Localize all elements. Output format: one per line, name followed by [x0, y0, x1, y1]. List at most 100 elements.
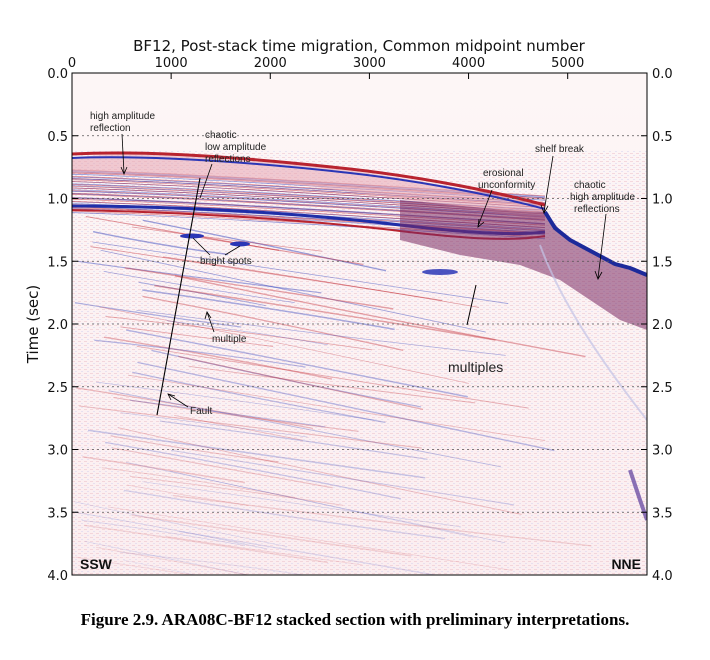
- annotation-chaotic-low-line2: low amplitude: [205, 142, 267, 153]
- annotation-chaotic-high-line3: reflections: [574, 204, 620, 215]
- reflector-line: [142, 219, 387, 272]
- x-tick-label: 4000: [452, 56, 485, 71]
- arrowhead-shelf-break: [540, 204, 549, 214]
- arrowhead-chaotic-high: [594, 270, 603, 280]
- y-tick-label-right: 0.5: [652, 130, 673, 145]
- annotation-fault: Fault: [190, 406, 212, 417]
- reflector-line: [77, 260, 322, 294]
- reflector-line: [127, 374, 546, 441]
- arrow-high-amplitude: [121, 133, 125, 174]
- y-tick-label-right: 2.0: [652, 318, 673, 333]
- arrow-shelf-break: [543, 155, 554, 213]
- minor-fault-line: [466, 284, 477, 326]
- reflector-line: [113, 396, 359, 432]
- annotation-multiples: multiples: [448, 359, 503, 375]
- figure-title: BF12, Post-stack time migration, Common …: [133, 37, 586, 55]
- reflector-line: [108, 390, 502, 468]
- reflector-line: [124, 267, 394, 310]
- x-tick-label: 0: [68, 56, 76, 71]
- y-tick-label-left: 4.0: [47, 569, 68, 584]
- reflector-line: [117, 427, 522, 515]
- reflector-line: [178, 355, 424, 411]
- x-tick-label: 2000: [254, 56, 287, 71]
- annotation-chaotic-low-line3: reflections: [205, 154, 251, 165]
- y-tick-label-right: 1.5: [652, 255, 673, 270]
- arrow-fault: [167, 393, 189, 408]
- arrow-chaotic-high: [597, 213, 607, 279]
- reflector-line: [151, 349, 422, 408]
- reflector-line: [131, 514, 412, 557]
- reflector-line: [123, 489, 446, 540]
- x-tick-label: 3000: [353, 56, 386, 71]
- annotation-chaotic-high-line1: chaotic: [574, 180, 606, 191]
- reflector-line: [174, 275, 586, 358]
- reflector-line: [92, 241, 509, 304]
- corner-label-right: NNE: [611, 556, 641, 572]
- arrow-chaotic-low: [199, 163, 213, 199]
- reflector-line: [178, 530, 439, 575]
- annotation-chaotic-high-line2: high amplitude: [570, 192, 635, 203]
- slope-seafloor: [543, 210, 647, 277]
- arrowhead-multiple: [204, 311, 212, 320]
- seafloor-reflector-negative: [72, 156, 546, 210]
- reflector-line: [74, 302, 242, 328]
- y-axis-ticks-right: 0.0 0.5 1.0 1.5 2.0 2.5 3.0 3.5 4.0: [641, 67, 673, 584]
- reflector-line: [137, 361, 555, 452]
- reflector-line: [125, 461, 506, 544]
- reflector-line: [172, 494, 592, 547]
- reflector-line: [136, 345, 529, 409]
- reflector-line: [142, 295, 404, 352]
- reflector-line: [85, 215, 280, 252]
- arrow-bright-spot-a: [192, 237, 211, 256]
- bright-spot-1: [180, 233, 204, 239]
- reflector-line: [142, 481, 461, 528]
- gridlines: [72, 135, 647, 513]
- reflector-line: [119, 551, 307, 575]
- reflector-line: [126, 484, 249, 506]
- reflector-line: [84, 540, 251, 575]
- arrowhead-fault: [167, 393, 176, 401]
- sediment-band: [72, 154, 545, 220]
- annotation-multiple: multiple: [212, 334, 247, 345]
- reflector-line: [136, 309, 506, 356]
- bright-spot-2: [230, 241, 250, 247]
- slope-chaotic-zone: [400, 200, 647, 330]
- y-tick-label-left: 0.0: [47, 67, 68, 82]
- y-tick-label-right: 2.5: [652, 381, 673, 396]
- reflector-line: [92, 230, 229, 256]
- annotation-shelf-break: shelf break: [535, 144, 585, 155]
- reflector-line: [132, 371, 386, 424]
- y-tick-label-right: 3.0: [652, 444, 673, 459]
- y-tick-label-left: 3.5: [47, 506, 68, 521]
- y-tick-label-right: 3.5: [652, 506, 673, 521]
- reflector-line: [120, 412, 308, 438]
- y-tick-label-right: 1.0: [652, 193, 673, 208]
- annotation-erosional-line1: erosional: [483, 168, 524, 179]
- reflector-line: [129, 475, 343, 506]
- reflector-line: [95, 381, 375, 421]
- seismic-section: [72, 73, 647, 575]
- y-tick-label-left: 3.0: [47, 444, 68, 459]
- reflector-line: [111, 447, 333, 489]
- arrowhead-high-amplitude: [120, 166, 128, 176]
- reflector-line: [165, 535, 363, 566]
- y-tick-label-left: 1.5: [47, 255, 68, 270]
- reflector-line: [188, 365, 476, 404]
- annotation-bright-spots: bright spots: [200, 256, 252, 267]
- reflector-line: [123, 559, 198, 575]
- reflector-line: [159, 420, 428, 460]
- reflector-line: [120, 326, 274, 347]
- y-tick-label-left: 2.5: [47, 381, 68, 396]
- reflector-line: [154, 284, 496, 341]
- x-axis-ticks: 0 1000 2000 3000 4000 5000: [68, 56, 584, 79]
- x-tick-label: 1000: [155, 56, 188, 71]
- seafloor-reflector: [72, 151, 546, 207]
- reflector-line: [105, 316, 373, 351]
- reflector-line: [107, 506, 513, 571]
- deep-event: [628, 469, 647, 521]
- arrow-bright-spot-b: [224, 245, 241, 256]
- annotation-erosional-line2: unconformity: [478, 180, 535, 191]
- reflector-line: [110, 435, 279, 463]
- y-tick-label-left: 2.0: [47, 318, 68, 333]
